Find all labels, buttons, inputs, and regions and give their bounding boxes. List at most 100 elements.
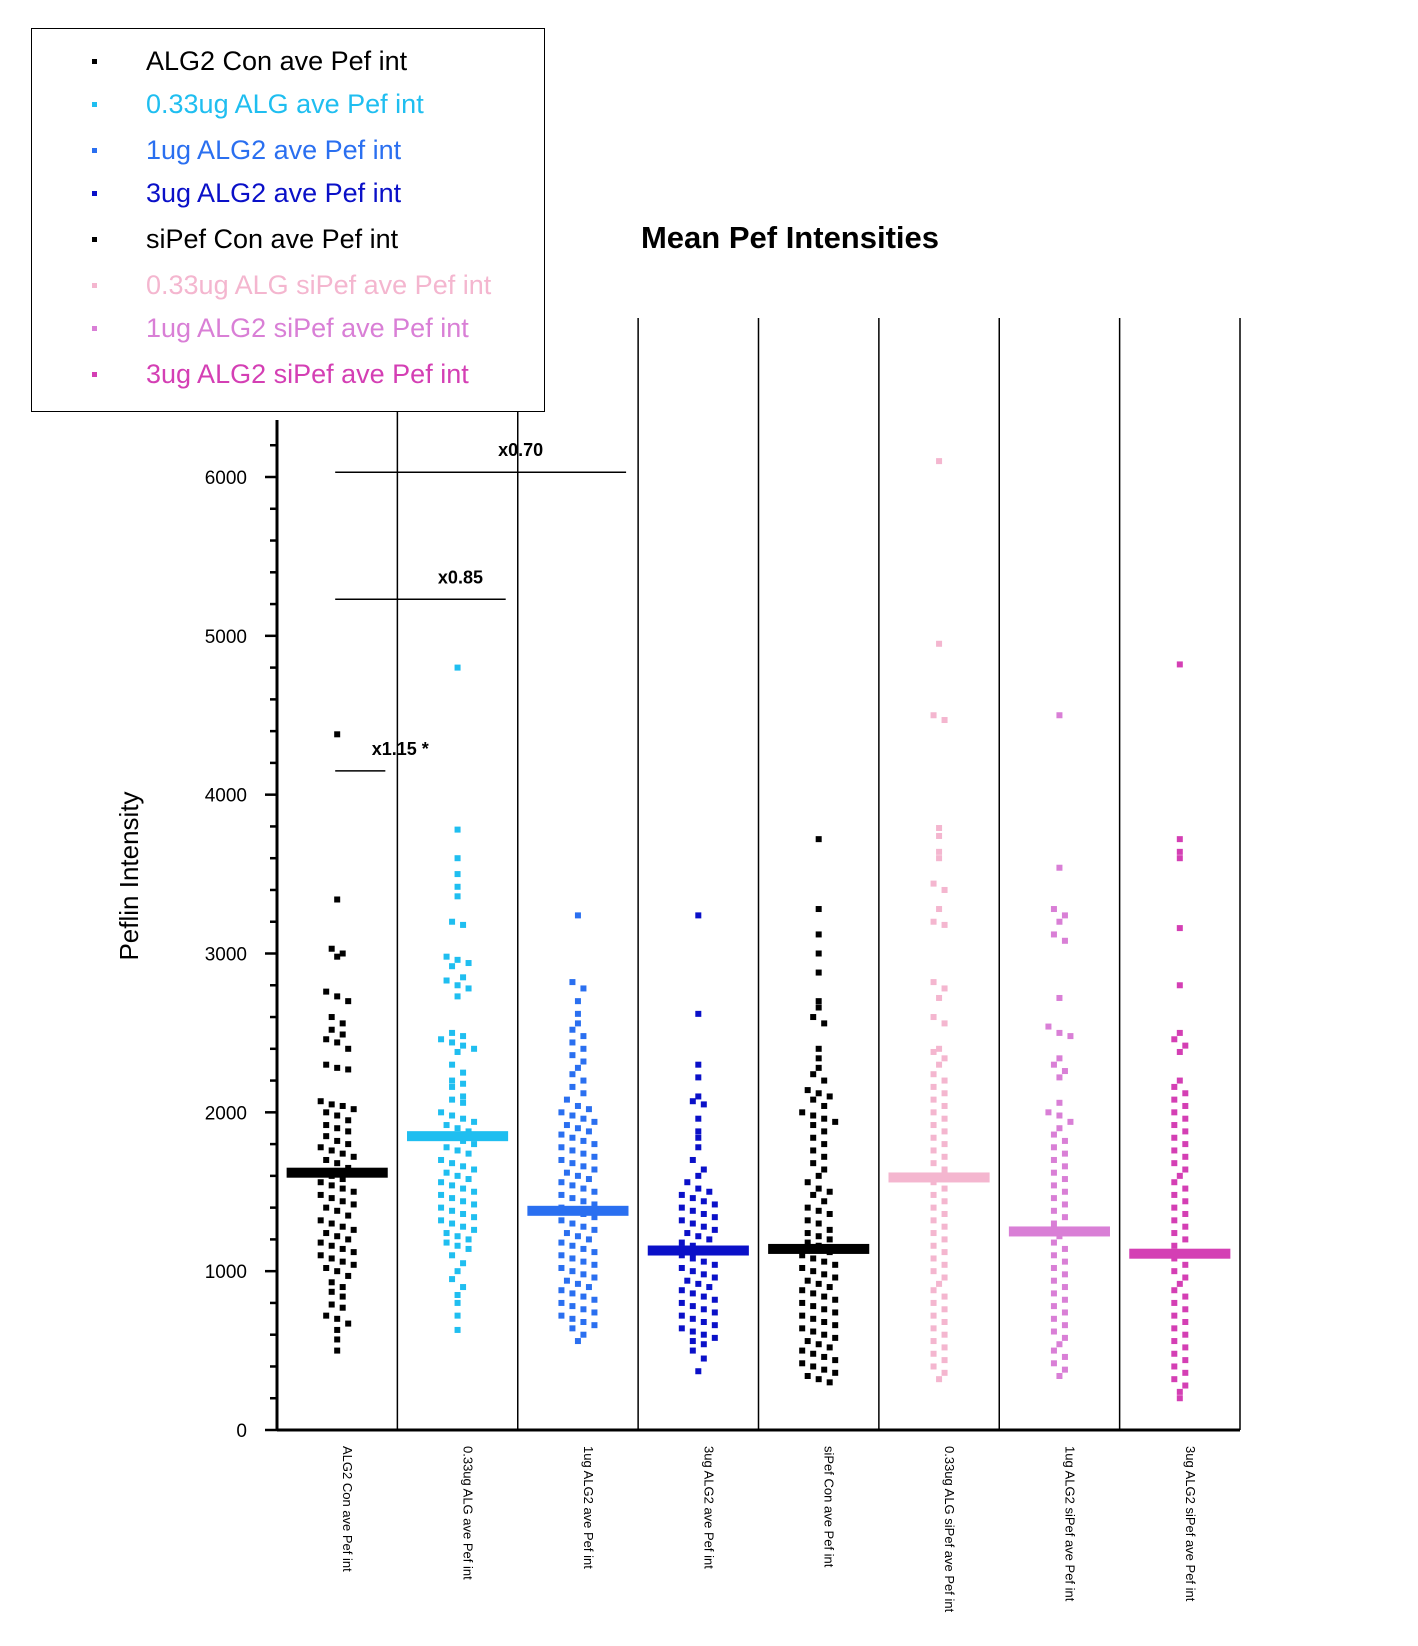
data-point: [443, 977, 450, 984]
data-point: [460, 1185, 467, 1192]
data-point: [328, 1301, 335, 1308]
data-point: [1182, 1141, 1189, 1148]
data-point: [821, 1020, 828, 1027]
data-point: [689, 1098, 696, 1105]
data-point: [832, 1322, 839, 1329]
data-point: [569, 1112, 576, 1119]
data-point: [339, 1031, 346, 1038]
data-point: [328, 1101, 335, 1108]
data-point: [1061, 1150, 1068, 1157]
data-point: [821, 1102, 828, 1109]
data-point: [700, 1293, 707, 1300]
data-point: [460, 921, 467, 928]
data-point: [558, 1179, 565, 1186]
data-point: [1050, 1156, 1057, 1163]
data-point: [443, 953, 450, 960]
data-point: [345, 1141, 352, 1148]
data-point: [799, 1287, 806, 1294]
data-point: [580, 1077, 587, 1084]
data-point: [334, 1233, 341, 1240]
legend-label: 3ug ALG2 ave Pef int: [146, 178, 402, 208]
data-point: [700, 1223, 707, 1230]
data-point: [700, 1355, 707, 1362]
legend-label: 1ug ALG2 ave Pef int: [146, 135, 402, 165]
data-point: [328, 1182, 335, 1189]
data-point: [460, 1210, 467, 1217]
data-point: [454, 883, 461, 890]
comparison-label: x0.70: [498, 440, 543, 460]
data-point: [930, 1122, 937, 1129]
data-point: [454, 1125, 461, 1132]
data-point: [941, 1236, 948, 1243]
data-point: [689, 1290, 696, 1297]
data-point: [930, 1014, 937, 1021]
data-point: [941, 1318, 948, 1325]
legend-swatch: [92, 191, 97, 196]
data-point: [563, 1122, 570, 1129]
legend-swatch: [92, 59, 97, 64]
data-point: [941, 1198, 948, 1205]
significance-annotations: x1.15 * x0.85 x0.70: [335, 440, 627, 772]
data-point: [936, 832, 943, 839]
data-point: [1050, 906, 1057, 913]
data-point: [930, 918, 937, 925]
x-tick-label: ALG2 Con ave Pef int: [340, 1446, 355, 1572]
data-point: [1050, 1169, 1057, 1176]
legend-item: 1ug ALG2 ave Pef int: [32, 132, 544, 172]
legend-swatch: [92, 372, 97, 377]
data-point: [460, 1115, 467, 1122]
data-point: [941, 1090, 948, 1097]
data-point: [711, 1261, 718, 1268]
data-point: [941, 921, 948, 928]
data-point: [454, 1299, 461, 1306]
data-point: [334, 1315, 341, 1322]
data-point: [574, 1233, 581, 1240]
data-point: [810, 1096, 817, 1103]
data-point: [580, 1115, 587, 1122]
data-point: [711, 1322, 718, 1329]
data-point: [810, 1303, 817, 1310]
data-point: [930, 1071, 937, 1078]
data-point: [454, 956, 461, 963]
data-point: [1182, 1382, 1189, 1389]
mean-bar: [1129, 1248, 1231, 1259]
data-point: [695, 1172, 702, 1179]
data-point: [815, 1172, 822, 1179]
data-point: [936, 1045, 943, 1052]
data-point: [558, 1156, 565, 1163]
data-point: [815, 1185, 822, 1192]
data-point: [449, 1207, 456, 1214]
data-point: [580, 1163, 587, 1170]
data-point: [821, 1115, 828, 1122]
data-point: [695, 1128, 702, 1135]
data-point: [936, 1376, 943, 1383]
data-point: [821, 1331, 828, 1338]
data-point: [339, 1304, 346, 1311]
data-point: [678, 1299, 685, 1306]
data-point: [339, 1102, 346, 1109]
data-point: [460, 1069, 467, 1076]
x-tick-label: 1ug ALG2 siPef ave Pef int: [1062, 1446, 1077, 1602]
data-point: [1045, 1109, 1052, 1116]
data-point: [1067, 1033, 1074, 1040]
data-point: [821, 1306, 828, 1313]
data-point: [591, 1118, 598, 1125]
data-point: [711, 1226, 718, 1233]
data-point: [810, 1112, 817, 1119]
data-point: [930, 1268, 937, 1275]
data-point: [832, 1369, 839, 1376]
data-point: [328, 1147, 335, 1154]
data-point: [941, 1185, 948, 1192]
chart-title: Mean Pef Intensities: [641, 220, 939, 255]
data-point: [591, 1201, 598, 1208]
data-point: [799, 1325, 806, 1332]
data-point: [1056, 712, 1063, 719]
data-point: [821, 1128, 828, 1135]
data-point: [345, 1236, 352, 1243]
data-point: [438, 1036, 445, 1043]
data-point: [449, 1276, 456, 1283]
data-point: [832, 1261, 839, 1268]
data-point: [711, 1201, 718, 1208]
data-point: [941, 1306, 948, 1313]
plot-frame: [275, 318, 1241, 1432]
